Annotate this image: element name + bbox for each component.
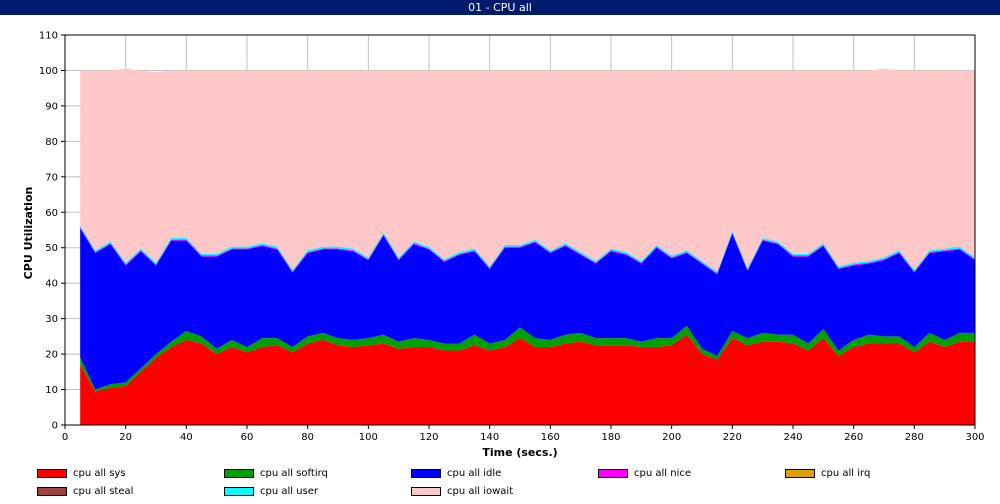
series-area-cpu-all-user: [80, 225, 976, 274]
x-tick-label: 180: [601, 432, 620, 443]
x-tick-label: 220: [723, 432, 742, 443]
cpu-utilization-chart: 0 20 40 60 80 100 120 140 160 180 200 220 240 260 280 3…: [22, 31, 985, 460]
legend-item: cpu all idle: [411, 468, 501, 480]
x-tick-label: 280: [905, 432, 924, 443]
legend-item: cpu all irq: [785, 468, 870, 480]
legend-swatch: [37, 486, 67, 496]
y-tick-label: 0: [52, 421, 58, 432]
legend-swatch: [224, 486, 254, 496]
series-area-cpu-all-iowait: [80, 68, 976, 272]
legend-swatch: [598, 468, 628, 478]
plot-area-border: [64, 34, 976, 426]
legend-item: cpu all user: [224, 486, 318, 498]
legend-label: cpu all nice: [634, 468, 691, 479]
legend-swatch: [224, 468, 254, 478]
legend-label: cpu all sys: [73, 468, 126, 479]
x-tick-label: 100: [359, 432, 378, 443]
legend-label: cpu all user: [260, 486, 319, 497]
y-tick-label: 50: [45, 243, 58, 254]
legend-item: cpu all sys: [37, 468, 126, 480]
legend-label: cpu all softirq: [260, 468, 328, 479]
x-tick-label: 20: [119, 432, 132, 443]
window-title: 01 - CPU all: [468, 1, 532, 14]
y-tick-label: 110: [39, 31, 58, 42]
x-tick-label: 260: [844, 432, 863, 443]
y-tick-label: 70: [45, 172, 58, 183]
chart-legend: cpu all sys cpu all softirq cpu all idle cp…: [0, 466, 1000, 502]
x-tick-label: 60: [241, 432, 254, 443]
legend-item: cpu all nice: [598, 468, 691, 480]
series-area-cpu-all-idle: [80, 228, 976, 390]
legend-label: cpu all idle: [447, 468, 502, 479]
x-tick-label: 0: [62, 432, 68, 443]
y-tick-label: 100: [39, 66, 58, 77]
x-tick-label: 80: [301, 432, 314, 443]
legend-swatch: [785, 468, 815, 478]
x-axis-label: Time (secs.): [482, 446, 557, 459]
y-axis-label: CPU Utilization: [22, 187, 35, 280]
legend-item: cpu all softirq: [224, 468, 328, 480]
x-tick-label: 160: [541, 432, 560, 443]
legend-label: cpu all steal: [73, 486, 134, 497]
legend-swatch: [411, 468, 441, 478]
series-areas: [80, 68, 976, 425]
y-tick-label: 10: [45, 385, 58, 396]
y-tick-label: 90: [45, 101, 58, 112]
y-tick-label: 30: [45, 314, 58, 325]
legend-label: cpu all iowait: [447, 486, 514, 497]
axes: 0 20 40 60 80 100 120 140 160 180 200 220 240 260 280 3…: [39, 31, 985, 444]
y-tick-label: 40: [45, 279, 58, 290]
y-tick-label: 60: [45, 208, 58, 219]
x-tick-label: 300: [965, 432, 984, 443]
series-area-cpu-all-softirq: [80, 325, 976, 392]
y-tick-label: 80: [45, 137, 58, 148]
series-area-cpu-all-nice: [80, 227, 976, 275]
x-tick-label: 140: [480, 432, 499, 443]
x-tick-label: 200: [662, 432, 681, 443]
legend-swatch: [37, 468, 67, 478]
legend-swatch: [411, 486, 441, 496]
x-tick-label: 240: [783, 432, 802, 443]
legend-item: cpu all steal: [37, 486, 133, 498]
window-title-bar: 01 - CPU all: [0, 0, 1000, 15]
x-tick-label: 40: [180, 432, 193, 443]
x-tick-label: 120: [419, 432, 438, 443]
legend-label: cpu all irq: [821, 468, 871, 479]
series-area-cpu-all-sys: [80, 334, 976, 425]
legend-item: cpu all iowait: [411, 486, 513, 498]
y-tick-label: 20: [45, 350, 58, 361]
